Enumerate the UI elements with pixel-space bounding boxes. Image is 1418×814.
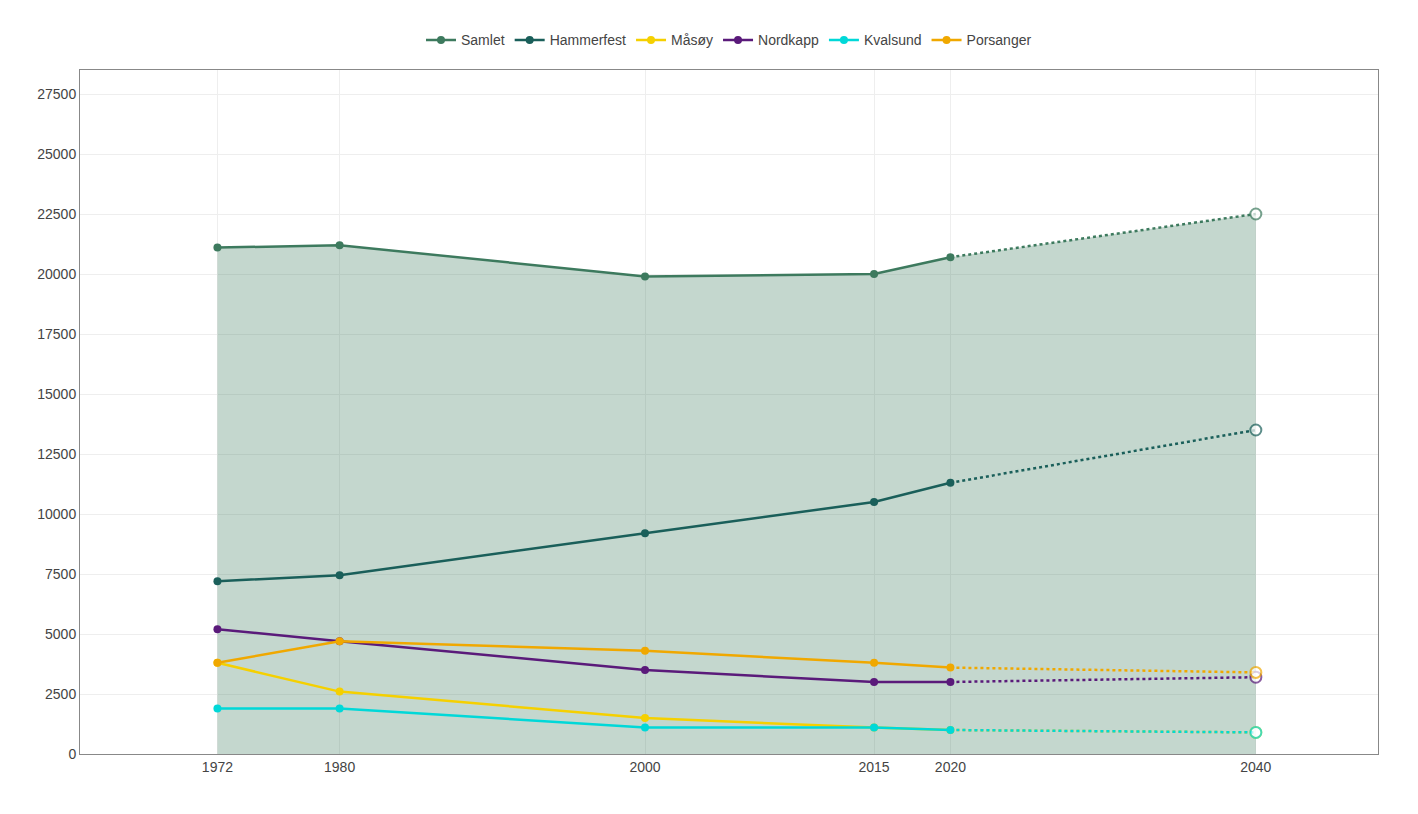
svg-text:17500: 17500 — [37, 326, 76, 342]
svg-text:1972: 1972 — [202, 759, 233, 775]
svg-text:15000: 15000 — [37, 386, 76, 402]
svg-text:5000: 5000 — [45, 626, 76, 642]
svg-text:2040: 2040 — [1240, 759, 1271, 775]
svg-text:Porsanger: Porsanger — [967, 32, 1032, 48]
svg-text:0: 0 — [68, 746, 76, 762]
svg-text:2500: 2500 — [45, 686, 76, 702]
svg-text:Hammerfest: Hammerfest — [550, 32, 626, 48]
svg-text:Samlet: Samlet — [461, 32, 505, 48]
svg-text:27500: 27500 — [37, 86, 76, 102]
svg-text:Måsøy: Måsøy — [671, 32, 713, 48]
svg-text:Nordkapp: Nordkapp — [758, 32, 819, 48]
svg-text:25000: 25000 — [37, 146, 76, 162]
svg-text:20000: 20000 — [37, 266, 76, 282]
svg-text:12500: 12500 — [37, 446, 76, 462]
svg-text:2000: 2000 — [629, 759, 660, 775]
svg-text:1980: 1980 — [324, 759, 355, 775]
svg-text:10000: 10000 — [37, 506, 76, 522]
svg-text:2020: 2020 — [935, 759, 966, 775]
svg-text:Kvalsund: Kvalsund — [864, 32, 922, 48]
svg-text:22500: 22500 — [37, 206, 76, 222]
svg-text:2015: 2015 — [858, 759, 889, 775]
svg-text:7500: 7500 — [45, 566, 76, 582]
